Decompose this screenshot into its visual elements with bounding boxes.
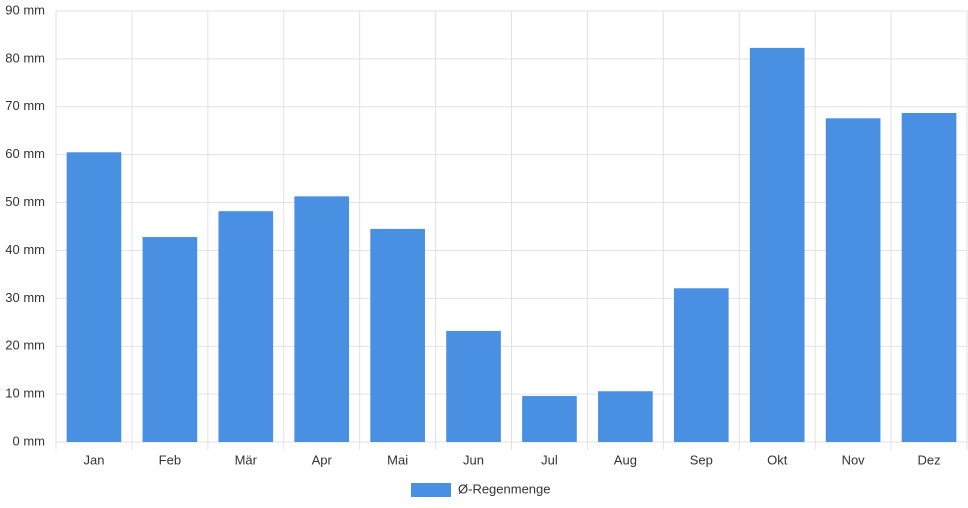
bar bbox=[66, 152, 122, 442]
x-tick-label: Mai bbox=[387, 452, 408, 467]
y-tick-label: 80 mm bbox=[5, 50, 45, 65]
bar bbox=[446, 330, 501, 442]
x-tick-label: Jan bbox=[83, 452, 104, 467]
bar bbox=[673, 288, 729, 442]
y-tick-label: 0 mm bbox=[13, 433, 46, 448]
bar bbox=[522, 396, 577, 442]
bar bbox=[142, 237, 198, 442]
y-tick-label: 40 mm bbox=[5, 242, 45, 257]
bar bbox=[598, 391, 653, 442]
x-tick-label: Jul bbox=[541, 452, 558, 467]
y-tick-label: 90 mm bbox=[5, 2, 45, 17]
legend-swatch bbox=[411, 483, 451, 497]
legend-label: Ø-Regenmenge bbox=[458, 481, 551, 496]
y-tick-label: 20 mm bbox=[5, 338, 45, 353]
y-tick-label: 60 mm bbox=[5, 146, 45, 161]
y-tick-label: 70 mm bbox=[5, 98, 45, 113]
bar bbox=[749, 47, 805, 442]
x-tick-label: Mär bbox=[235, 452, 258, 467]
x-tick-label: Feb bbox=[159, 452, 181, 467]
y-tick-label: 10 mm bbox=[5, 386, 45, 401]
bar bbox=[901, 113, 957, 443]
bar bbox=[294, 196, 350, 442]
x-tick-label: Apr bbox=[312, 452, 333, 467]
x-tick-label: Okt bbox=[767, 452, 788, 467]
bar bbox=[218, 211, 274, 442]
bar bbox=[825, 118, 881, 442]
x-tick-label: Jun bbox=[463, 452, 484, 467]
x-tick-label: Aug bbox=[614, 452, 637, 467]
x-tick-label: Nov bbox=[842, 452, 866, 467]
y-tick-label: 50 mm bbox=[5, 194, 45, 209]
y-tick-label: 30 mm bbox=[5, 290, 45, 305]
x-tick-label: Sep bbox=[690, 452, 713, 467]
x-tick-label: Dez bbox=[917, 452, 940, 467]
bar bbox=[370, 228, 425, 442]
